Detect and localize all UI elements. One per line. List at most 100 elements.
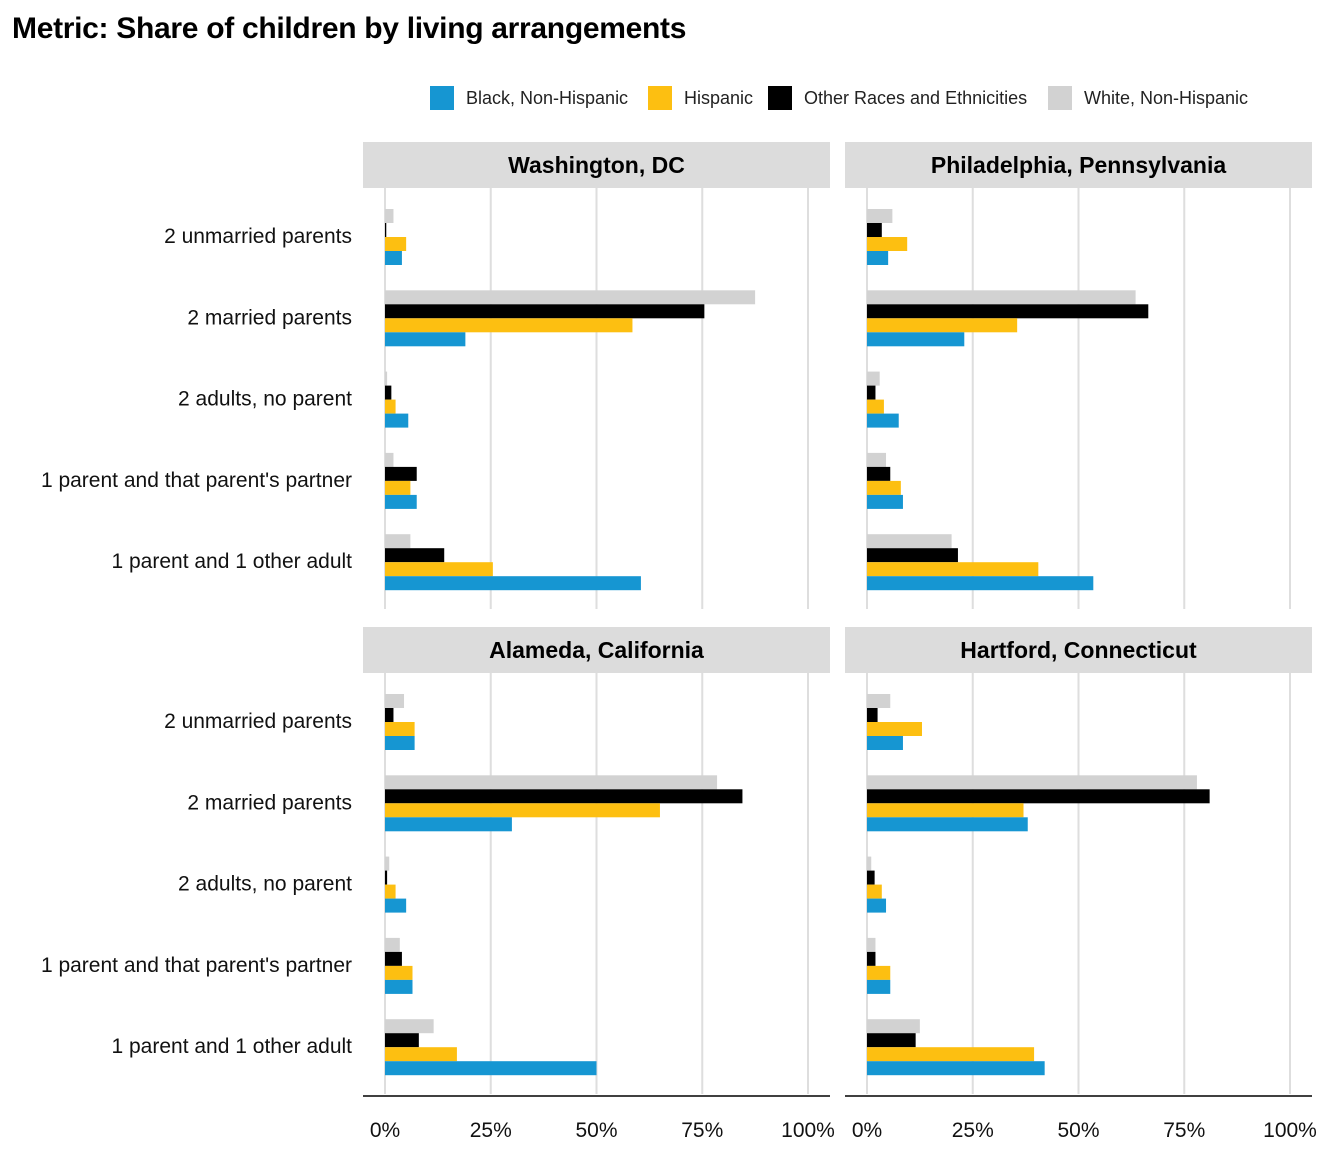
bar-alameda-california-1-parent-and-1-other-adult-black-non-hispanic (385, 1061, 597, 1076)
bar-philadelphia-pennsylvania-2-unmarried-parents-other-races-and-ethnicities (867, 223, 882, 237)
bar-washington-dc-1-parent-and-1-other-adult-other-races-and-ethnicities (385, 548, 445, 563)
panel-alameda-california: Alameda, California 2 unmarried parents 2 … (41, 627, 835, 1142)
bar-hartford-connecticut-2-married-parents-other-races-and-ethnicities (867, 789, 1210, 804)
category-label-1-parent-and-that-parent-s-partner: 1 parent and that parent's partner (41, 954, 352, 977)
legend-item-hispanic: Hispanic (648, 86, 753, 110)
bar-hartford-connecticut-1-parent-and-that-parent-s-partner-white-non-hispanic (867, 937, 876, 952)
x-tick-label-0: 0% (370, 1119, 400, 1142)
bar-philadelphia-pennsylvania-1-parent-and-that-parent-s-partner-other-races-and-ethnicities (867, 466, 891, 481)
bar-philadelphia-pennsylvania-2-adults-no-parent-black-non-hispanic (867, 413, 899, 428)
panel-strip-philadelphia-pennsylvania (845, 142, 1312, 188)
category-label-1-parent-and-1-other-adult: 1 parent and 1 other adult (111, 550, 352, 573)
bar-hartford-connecticut-2-adults-no-parent-black-non-hispanic (867, 898, 887, 913)
bar-philadelphia-pennsylvania-1-parent-and-that-parent-s-partner-hispanic (867, 480, 901, 495)
bar-philadelphia-pennsylvania-2-unmarried-parents-white-non-hispanic (867, 209, 893, 223)
bar-hartford-connecticut-2-unmarried-parents-white-non-hispanic (867, 694, 891, 708)
bar-hartford-connecticut-1-parent-and-1-other-adult-black-non-hispanic (867, 1061, 1045, 1076)
bar-washington-dc-2-unmarried-parents-black-non-hispanic (385, 251, 402, 265)
legend-item-white-non-hispanic: White, Non-Hispanic (1048, 86, 1248, 110)
bar-washington-dc-1-parent-and-that-parent-s-partner-other-races-and-ethnicities (385, 466, 417, 481)
panel-strip-hartford-connecticut (845, 627, 1312, 673)
panel-strip-alameda-california (363, 627, 830, 673)
x-tick-label-0: 0% (852, 1119, 882, 1142)
panel-hartford-connecticut: Hartford, Connecticut 0% 25% 50% 75% 100% (845, 627, 1317, 1142)
legend-item-black-non-hispanic: Black, Non-Hispanic (430, 86, 628, 110)
bar-philadelphia-pennsylvania-2-married-parents-black-non-hispanic (867, 332, 965, 347)
legend-swatch-white-non-hispanic (1048, 86, 1072, 110)
bar-alameda-california-1-parent-and-1-other-adult-white-non-hispanic (385, 1019, 434, 1034)
bar-hartford-connecticut-1-parent-and-that-parent-s-partner-hispanic (867, 965, 891, 980)
bar-washington-dc-1-parent-and-that-parent-s-partner-black-non-hispanic (385, 494, 417, 509)
bar-alameda-california-2-adults-no-parent-black-non-hispanic (385, 898, 407, 913)
bar-washington-dc-1-parent-and-1-other-adult-black-non-hispanic (385, 576, 641, 591)
x-tick-label-100: 100% (1263, 1119, 1317, 1142)
bar-alameda-california-1-parent-and-that-parent-s-partner-black-non-hispanic (385, 979, 413, 994)
bar-hartford-connecticut-2-married-parents-hispanic (867, 803, 1024, 818)
bar-alameda-california-2-unmarried-parents-other-races-and-ethnicities (385, 708, 394, 722)
bar-washington-dc-2-adults-no-parent-white-non-hispanic (385, 371, 388, 386)
panel-title-alameda-california: Alameda, California (489, 637, 704, 663)
panel-title-philadelphia-pennsylvania: Philadelphia, Pennsylvania (931, 152, 1226, 178)
bar-alameda-california-2-adults-no-parent-other-races-and-ethnicities (385, 870, 388, 885)
bar-washington-dc-2-adults-no-parent-hispanic (385, 399, 396, 414)
bar-hartford-connecticut-2-adults-no-parent-other-races-and-ethnicities (867, 870, 875, 885)
x-tick-label-50: 50% (575, 1119, 617, 1142)
x-tick-label-100: 100% (781, 1119, 835, 1142)
bar-hartford-connecticut-1-parent-and-1-other-adult-white-non-hispanic (867, 1019, 920, 1034)
panel-title-hartford-connecticut: Hartford, Connecticut (960, 637, 1197, 663)
bar-washington-dc-2-adults-no-parent-black-non-hispanic (385, 413, 409, 428)
bar-philadelphia-pennsylvania-2-married-parents-hispanic (867, 318, 1018, 333)
legend-item-other-races-and-ethnicities: Other Races and Ethnicities (768, 86, 1027, 110)
panel-philadelphia-pennsylvania: Philadelphia, Pennsylvania (845, 142, 1312, 609)
legend-swatch-hispanic (648, 86, 672, 110)
bar-philadelphia-pennsylvania-1-parent-and-1-other-adult-other-races-and-ethnicities (867, 548, 958, 563)
legend-label-hispanic: Hispanic (684, 87, 754, 108)
x-tick-label-25: 25% (470, 1119, 512, 1142)
legend-label-black-non-hispanic: Black, Non-Hispanic (466, 87, 629, 108)
bar-alameda-california-1-parent-and-that-parent-s-partner-other-races-and-ethnicities (385, 951, 402, 966)
bar-alameda-california-1-parent-and-1-other-adult-other-races-and-ethnicities (385, 1033, 419, 1048)
bar-washington-dc-2-unmarried-parents-other-races-and-ethnicities (385, 223, 387, 237)
bar-philadelphia-pennsylvania-2-adults-no-parent-other-races-and-ethnicities (867, 385, 876, 400)
bar-alameda-california-2-adults-no-parent-white-non-hispanic (385, 856, 390, 871)
bar-philadelphia-pennsylvania-1-parent-and-1-other-adult-hispanic (867, 562, 1039, 577)
bar-alameda-california-1-parent-and-that-parent-s-partner-white-non-hispanic (385, 937, 400, 952)
legend-label-white-non-hispanic: White, Non-Hispanic (1084, 87, 1249, 108)
bar-hartford-connecticut-2-unmarried-parents-other-races-and-ethnicities (867, 708, 878, 722)
category-label-1-parent-and-1-other-adult: 1 parent and 1 other adult (111, 1035, 352, 1058)
bar-washington-dc-1-parent-and-that-parent-s-partner-hispanic (385, 480, 411, 495)
bar-washington-dc-1-parent-and-that-parent-s-partner-white-non-hispanic (385, 452, 394, 467)
bar-hartford-connecticut-2-unmarried-parents-black-non-hispanic (867, 736, 903, 750)
x-tick-label-75: 75% (681, 1119, 723, 1142)
bar-philadelphia-pennsylvania-1-parent-and-that-parent-s-partner-black-non-hispanic (867, 494, 903, 509)
bar-washington-dc-2-married-parents-black-non-hispanic (385, 332, 466, 347)
bar-philadelphia-pennsylvania-1-parent-and-1-other-adult-white-non-hispanic (867, 534, 952, 549)
bar-washington-dc-2-married-parents-white-non-hispanic (385, 290, 756, 305)
x-tick-label-25: 25% (952, 1119, 994, 1142)
bar-alameda-california-2-unmarried-parents-white-non-hispanic (385, 694, 405, 708)
legend-swatch-black-non-hispanic (430, 86, 454, 110)
bar-hartford-connecticut-2-married-parents-black-non-hispanic (867, 817, 1028, 832)
category-label-2-adults-no-parent: 2 adults, no parent (178, 388, 352, 411)
bar-philadelphia-pennsylvania-1-parent-and-1-other-adult-black-non-hispanic (867, 576, 1094, 591)
bar-philadelphia-pennsylvania-2-adults-no-parent-hispanic (867, 399, 884, 414)
bar-hartford-connecticut-1-parent-and-1-other-adult-other-races-and-ethnicities (867, 1033, 916, 1048)
bar-washington-dc-1-parent-and-1-other-adult-white-non-hispanic (385, 534, 411, 549)
bar-washington-dc-2-unmarried-parents-white-non-hispanic (385, 209, 394, 223)
panel-washington-dc: Washington, DC 2 unmarried parents 2 marri… (41, 142, 830, 609)
category-label-2-married-parents: 2 married parents (187, 791, 352, 814)
legend: Black, Non-Hispanic Hispanic Other Races a… (0, 86, 1344, 112)
x-tick-label-50: 50% (1057, 1119, 1099, 1142)
bar-alameda-california-2-married-parents-other-races-and-ethnicities (385, 789, 743, 804)
bar-philadelphia-pennsylvania-2-adults-no-parent-white-non-hispanic (867, 371, 880, 386)
category-label-2-unmarried-parents: 2 unmarried parents (164, 225, 352, 248)
panel-title-washington-dc: Washington, DC (508, 152, 685, 178)
legend-label-other-races-and-ethnicities: Other Races and Ethnicities (804, 87, 1028, 108)
bar-alameda-california-2-adults-no-parent-hispanic (385, 884, 396, 899)
bar-alameda-california-1-parent-and-1-other-adult-hispanic (385, 1047, 457, 1062)
bar-hartford-connecticut-2-adults-no-parent-white-non-hispanic (867, 856, 872, 871)
category-label-1-parent-and-that-parent-s-partner: 1 parent and that parent's partner (41, 469, 352, 492)
bar-hartford-connecticut-1-parent-and-that-parent-s-partner-other-races-and-ethnicities (867, 951, 876, 966)
bar-philadelphia-pennsylvania-2-married-parents-white-non-hispanic (867, 290, 1136, 305)
